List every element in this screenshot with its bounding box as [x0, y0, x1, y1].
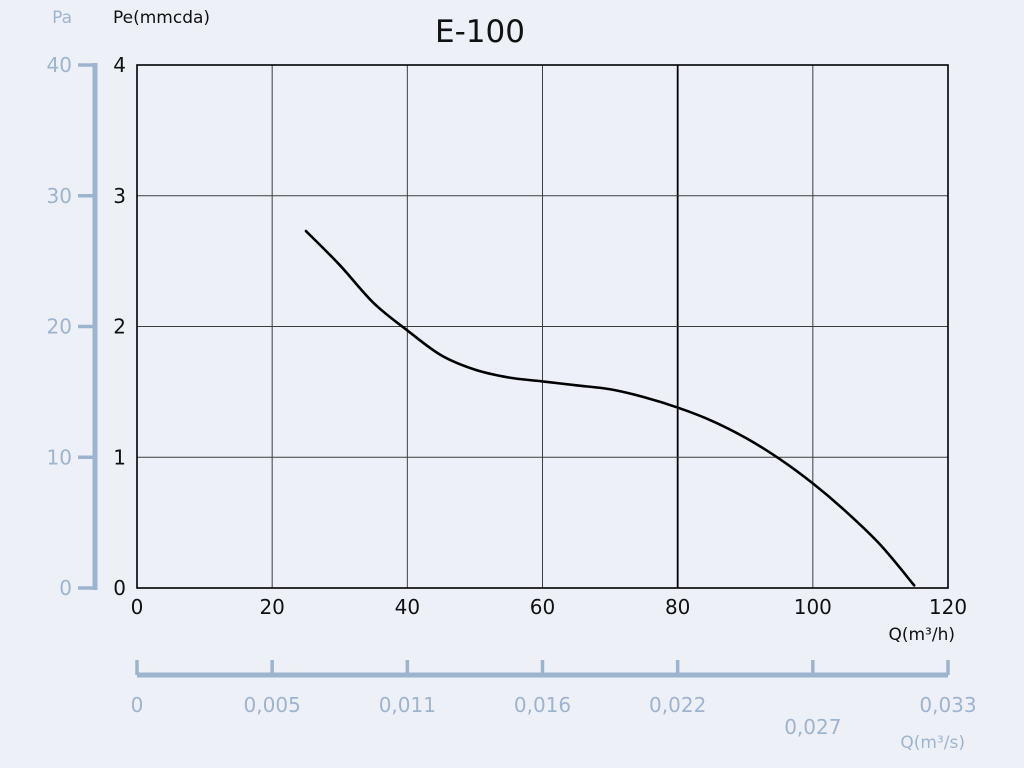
pressure-curve: [304, 229, 916, 587]
pa-tick-label: 40: [47, 53, 72, 77]
pe-tick-label: 3: [113, 184, 126, 208]
pe-tick-label: 2: [113, 315, 126, 339]
x-tick-label: 0: [131, 595, 144, 619]
x-secondary-axis-title: Q(m³/s): [900, 733, 965, 753]
secondary-tick-label: 0,022: [649, 693, 706, 717]
x-tick-label: 60: [530, 595, 555, 619]
secondary-tick-label: 0,016: [514, 693, 571, 717]
pa-tick-label: 20: [47, 315, 72, 339]
x-axis-title: Q(m³/h): [888, 625, 955, 645]
secondary-tick-label: 0,027: [784, 715, 841, 739]
x-tick-label: 80: [665, 595, 690, 619]
pa-tick-label: 0: [59, 576, 72, 600]
x-tick-label: 40: [395, 595, 420, 619]
secondary-tick-label: 0,011: [379, 693, 436, 717]
secondary-tick-label: 0,005: [244, 693, 301, 717]
pa-tick-label: 10: [47, 445, 72, 469]
x-tick-label: 20: [259, 595, 284, 619]
pe-tick-label: 4: [113, 53, 126, 77]
pe-tick-label: 1: [113, 445, 126, 469]
pe-tick-label: 0: [113, 576, 126, 600]
plot-border: [136, 64, 949, 589]
pe-axis-title: Pe(mmcda): [113, 8, 210, 28]
pa-axis-title: Pa: [52, 8, 72, 28]
secondary-tick-label: 0,033: [919, 693, 976, 717]
pa-tick-label: 30: [47, 184, 72, 208]
x-tick-label: 120: [929, 595, 967, 619]
chart-title: E-100: [435, 14, 525, 50]
secondary-tick-label: 0: [131, 693, 144, 717]
x-tick-label: 100: [794, 595, 832, 619]
